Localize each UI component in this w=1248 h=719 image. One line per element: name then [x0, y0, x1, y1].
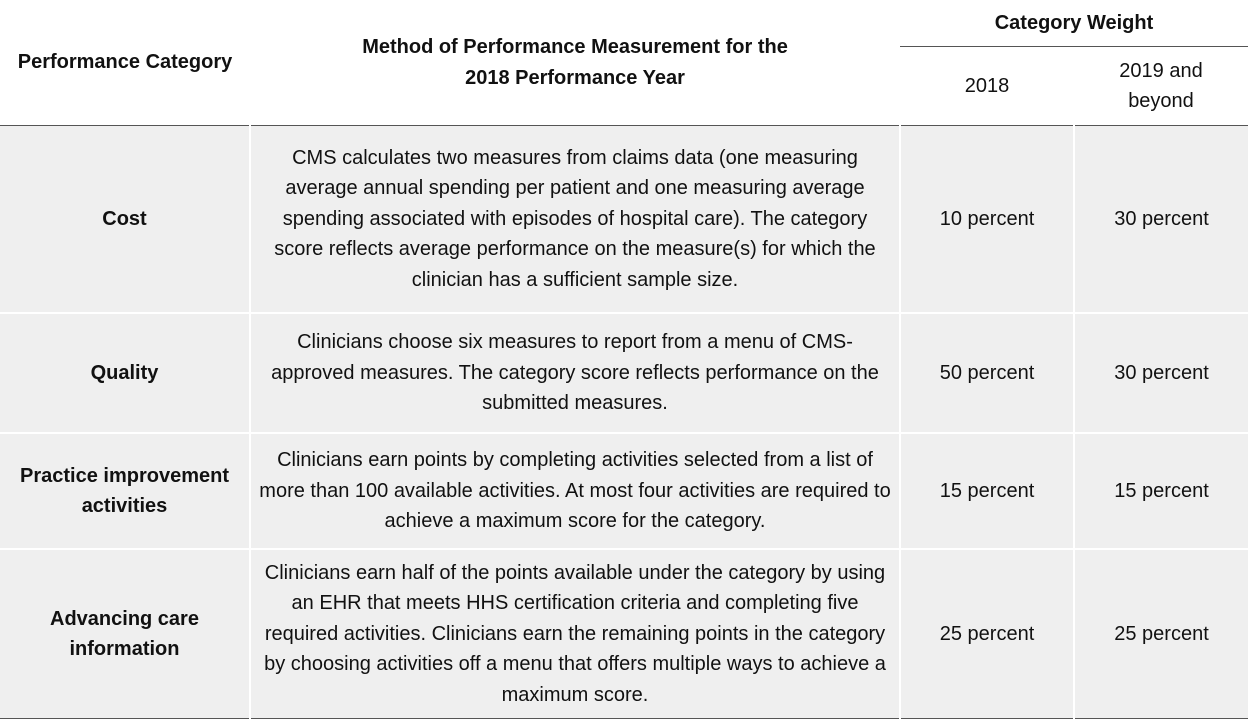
category-cell: Quality: [0, 313, 251, 434]
weight-2018-cell: 50 percent: [900, 313, 1075, 434]
table-body: Cost CMS calculates two measures from cl…: [0, 125, 1248, 719]
weight-2019-cell: 25 percent: [1074, 549, 1248, 719]
table-row: Quality Clinicians choose six measures t…: [0, 313, 1248, 434]
method-cell: Clinicians earn half of the points avail…: [250, 549, 901, 719]
header-method: Method of Performance Measurement for th…: [250, 0, 900, 126]
table-row: Cost CMS calculates two measures from cl…: [0, 125, 1248, 314]
header-category-weight: Category Weight: [900, 0, 1248, 47]
method-cell: CMS calculates two measures from claims …: [250, 125, 901, 314]
header-performance-category: Performance Category: [0, 0, 250, 126]
weight-2019-cell: 15 percent: [1074, 433, 1248, 550]
category-cell: Practice improvement activities: [0, 433, 251, 550]
table-header: Performance Category Method of Performan…: [0, 0, 1248, 126]
weight-2019-cell: 30 percent: [1074, 125, 1248, 314]
weight-2018-cell: 10 percent: [900, 125, 1075, 314]
table-row: Advancing care information Clinicians ea…: [0, 549, 1248, 719]
weight-2018-cell: 15 percent: [900, 433, 1075, 550]
weight-2018-cell: 25 percent: [900, 549, 1075, 719]
category-cell: Advancing care information: [0, 549, 251, 719]
header-year-2018: 2018: [900, 46, 1074, 126]
header-year-2019-beyond: 2019 and beyond: [1074, 46, 1248, 126]
method-cell: Clinicians choose six measures to report…: [250, 313, 901, 434]
weight-2019-cell: 30 percent: [1074, 313, 1248, 434]
table-row: Practice improvement activities Clinicia…: [0, 433, 1248, 550]
category-cell: Cost: [0, 125, 251, 314]
method-cell: Clinicians earn points by completing act…: [250, 433, 901, 550]
